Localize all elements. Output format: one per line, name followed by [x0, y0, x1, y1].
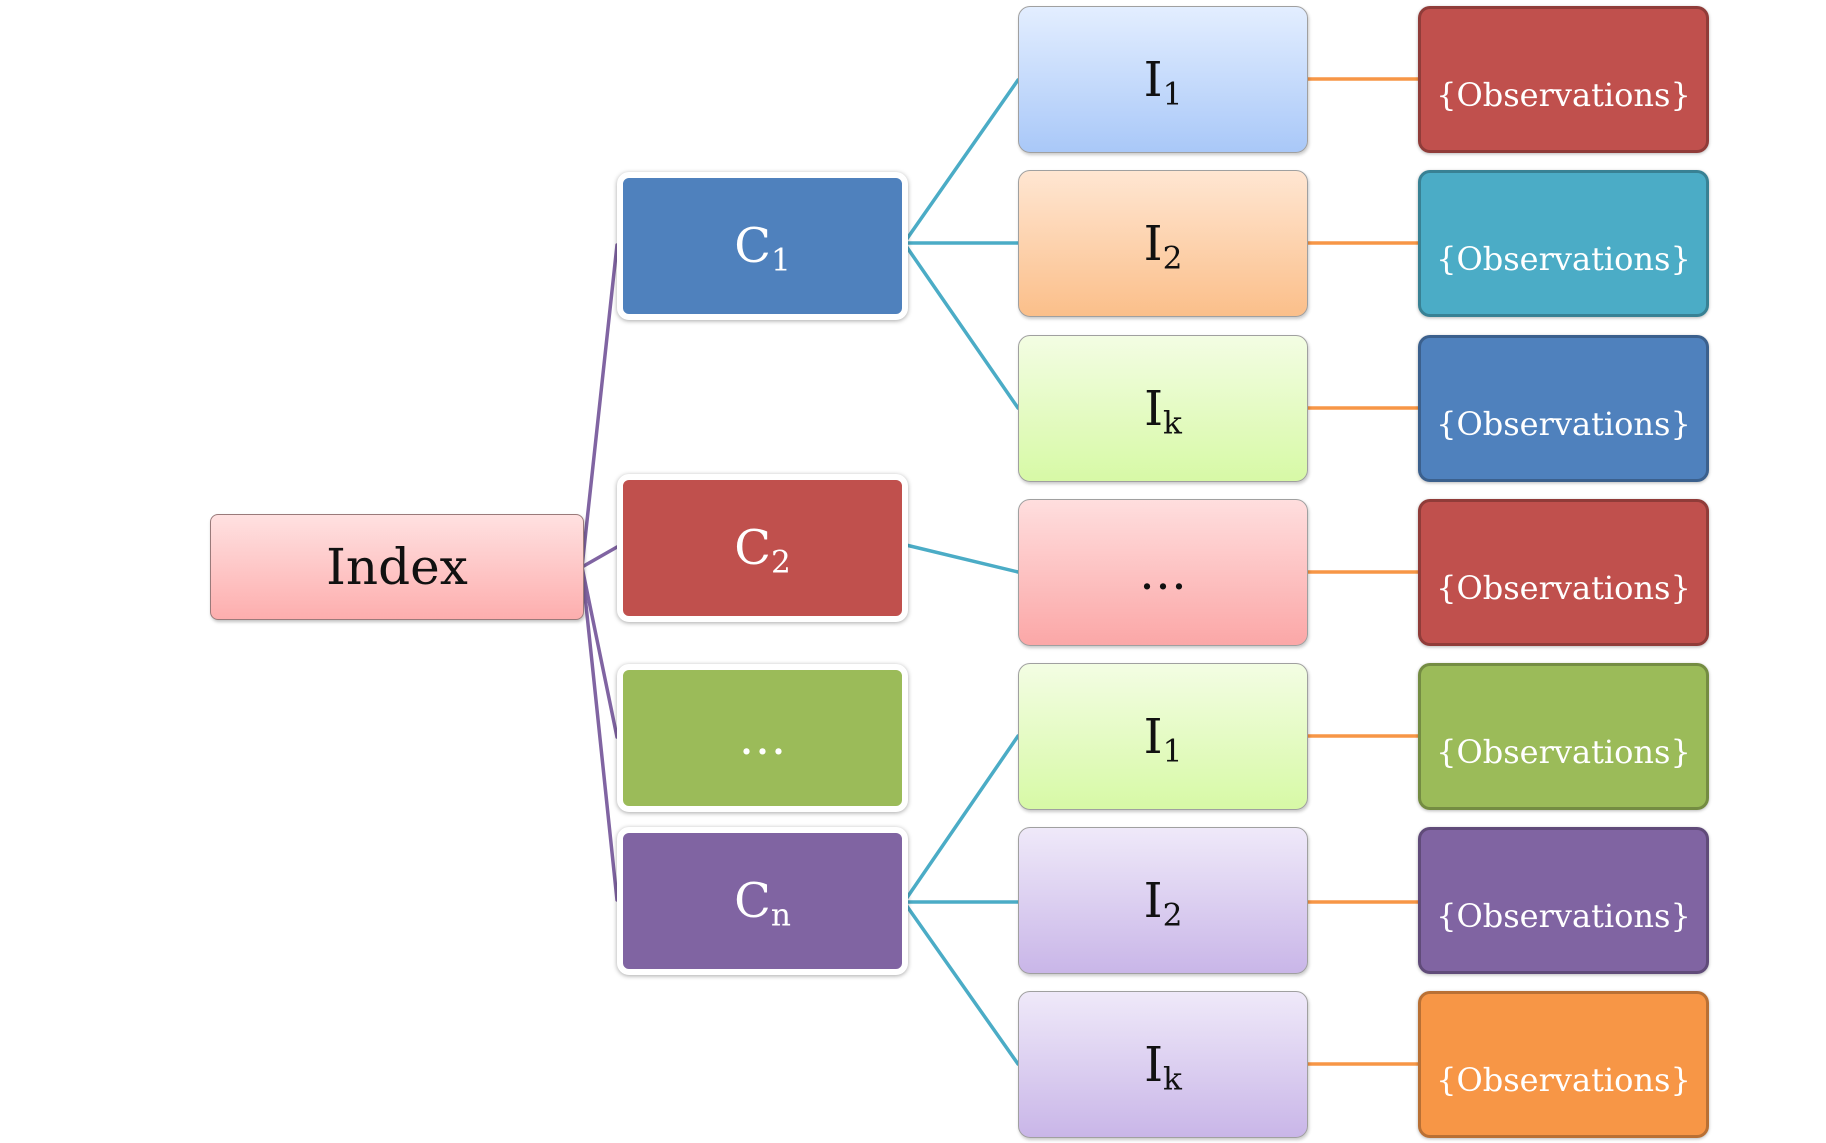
- item-node: Ik: [1018, 991, 1308, 1138]
- category-label: C1: [734, 218, 791, 279]
- category-to-item-line: [902, 734, 1020, 904]
- index-label: Index: [326, 538, 468, 596]
- observations-label: {Observations}: [1436, 75, 1691, 114]
- category-to-item-line: [902, 900, 1020, 1066]
- root-to-category-line: [580, 243, 619, 569]
- item-label: I2: [1143, 215, 1183, 277]
- item-label: Ik: [1144, 1036, 1182, 1098]
- category-to-item-line: [902, 241, 1020, 410]
- item-node: Ik: [1018, 335, 1308, 482]
- item-label: Ik: [1144, 380, 1182, 442]
- observations-node: {Observations}: [1418, 6, 1709, 153]
- observations-node: {Observations}: [1418, 335, 1709, 482]
- category-to-item-line: [904, 543, 1020, 574]
- root-to-category-line: [580, 565, 619, 902]
- item-node: I1: [1018, 663, 1308, 810]
- item-label: I1: [1143, 708, 1183, 770]
- observations-label: {Observations}: [1436, 239, 1691, 278]
- observations-label: {Observations}: [1436, 732, 1691, 771]
- item-node: I1: [1018, 6, 1308, 153]
- category-label: C2: [734, 520, 791, 581]
- observations-node: {Observations}: [1418, 663, 1709, 810]
- category-node-ellipsis: …: [617, 664, 908, 812]
- category-label: Cn: [734, 873, 791, 934]
- item-node: I2: [1018, 827, 1308, 974]
- observations-node: {Observations}: [1418, 827, 1709, 974]
- category-to-item-line: [902, 78, 1020, 245]
- root-to-category-line: [580, 545, 619, 569]
- category-node-c1: C1: [617, 172, 908, 320]
- observations-label: {Observations}: [1436, 404, 1691, 443]
- category-node-cn: Cn: [617, 827, 908, 975]
- item-label: …: [1139, 544, 1187, 601]
- observations-label: {Observations}: [1436, 568, 1691, 607]
- observations-node: {Observations}: [1418, 991, 1709, 1138]
- item-label: I2: [1143, 872, 1183, 934]
- observations-label: {Observations}: [1436, 896, 1691, 935]
- observations-label: {Observations}: [1436, 1060, 1691, 1099]
- item-node: I2: [1018, 170, 1308, 317]
- item-node: …: [1018, 499, 1308, 646]
- category-node-c2: C2: [617, 474, 908, 622]
- observations-node: {Observations}: [1418, 499, 1709, 646]
- root-to-category-line: [580, 565, 619, 739]
- item-label: I1: [1143, 51, 1183, 113]
- observations-node: {Observations}: [1418, 170, 1709, 317]
- category-label: …: [738, 710, 787, 766]
- index-node: Index: [210, 514, 584, 620]
